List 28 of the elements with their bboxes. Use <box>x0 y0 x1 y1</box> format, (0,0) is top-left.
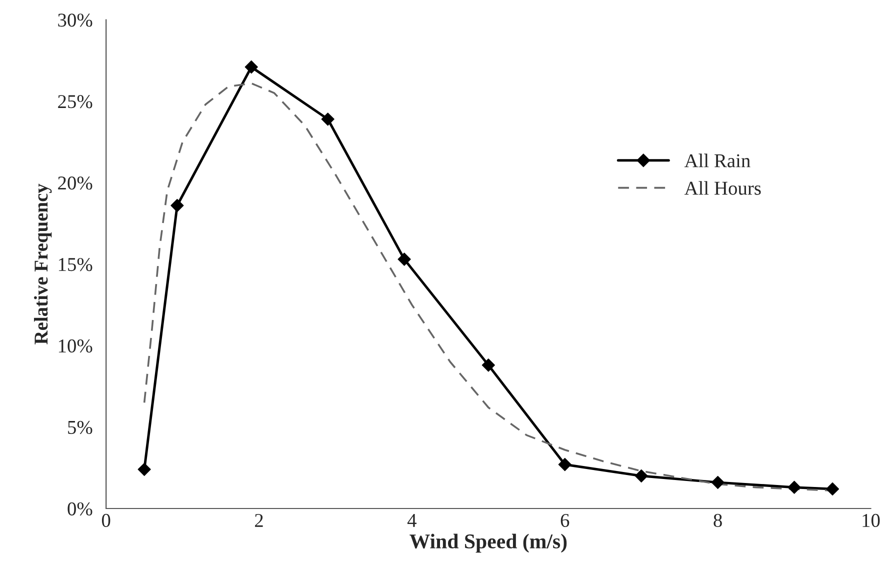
x-tick-label: 8 <box>714 514 722 528</box>
point <box>558 458 572 472</box>
legend-label: All Rain <box>684 154 750 168</box>
point <box>138 462 151 476</box>
x-tick-label: 10 <box>862 514 880 528</box>
x-tick-label: 4 <box>407 514 416 527</box>
legend-label: All Hours <box>684 181 761 195</box>
point <box>398 252 411 266</box>
point <box>788 480 801 494</box>
x-tick-label: 6 <box>560 514 570 528</box>
point <box>321 112 334 126</box>
x-tick-label: 2 <box>255 514 263 527</box>
y-tick-label: 15% <box>58 258 92 272</box>
y-tick-label: 0% <box>68 502 92 516</box>
y-tick-label: 5% <box>68 420 92 434</box>
x-axis-title: Wind Speed (m/s) <box>410 534 567 553</box>
x-tick-label: 0 <box>102 514 110 528</box>
point <box>634 469 648 482</box>
point <box>482 358 495 372</box>
y-tick-label: 25% <box>58 95 92 108</box>
y-tick-label: 20% <box>58 176 92 190</box>
point <box>826 482 840 496</box>
y-tick-label: 30% <box>58 14 92 27</box>
y-tick-label: 10% <box>58 339 92 353</box>
y-axis-title: Relative Frequency <box>34 184 52 344</box>
point <box>170 198 184 212</box>
point <box>244 60 258 74</box>
point <box>711 476 724 489</box>
